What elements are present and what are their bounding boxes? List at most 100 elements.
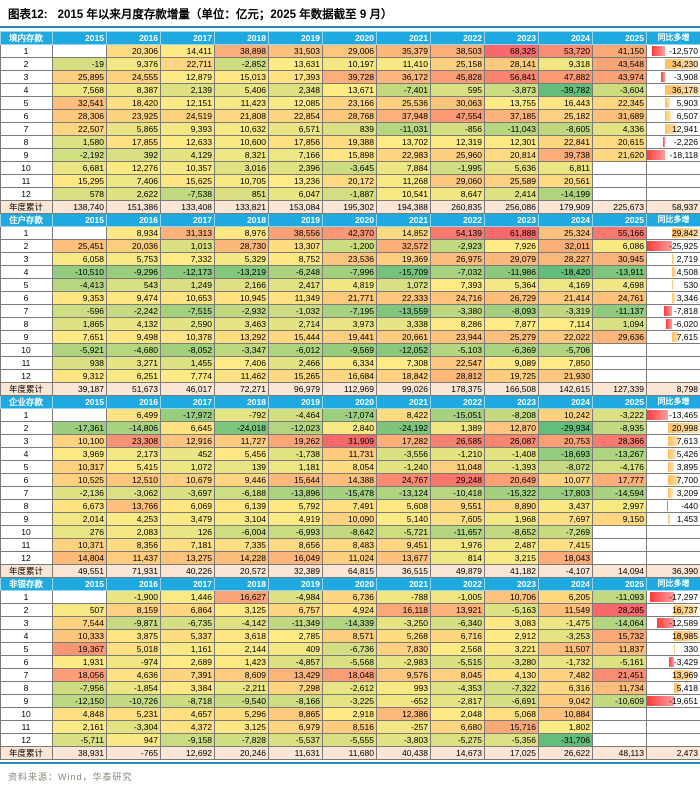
data-cell: -788	[377, 591, 431, 604]
cumulative-cell: -4,107	[539, 565, 593, 578]
yoy-cell	[647, 162, 700, 175]
data-cell: 6,316	[539, 682, 593, 695]
yoy-cell: 16,737	[647, 604, 700, 617]
year-header: 2019	[269, 578, 323, 591]
data-cell: -1,995	[431, 162, 485, 175]
year-header: 2018	[215, 214, 269, 227]
data-cell: 4,336	[593, 123, 647, 136]
month-label: 1	[1, 409, 53, 422]
data-cell: 10,653	[161, 292, 215, 305]
data-cell: 2,166	[215, 279, 269, 292]
data-cell: 7,850	[539, 357, 593, 370]
data-cell: 19,388	[323, 136, 377, 149]
data-cell: -6,340	[431, 617, 485, 630]
data-cell: 3,969	[53, 448, 107, 461]
data-cell	[593, 370, 647, 383]
year-header: 2021	[377, 32, 431, 45]
year-header: 2025	[593, 578, 647, 591]
data-cell: 53,720	[539, 45, 593, 58]
cumulative-cell: -765	[107, 747, 161, 760]
data-cell: 9,042	[539, 695, 593, 708]
data-cell: 8,647	[431, 188, 485, 201]
data-cell: 10,317	[53, 461, 107, 474]
data-cell: 409	[269, 643, 323, 656]
data-cell: 15,898	[323, 149, 377, 162]
cumulative-cell: 11,631	[269, 747, 323, 760]
data-cell: 21,620	[593, 149, 647, 162]
month-label: 4	[1, 630, 53, 643]
yoy-cell	[647, 734, 700, 747]
year-header: 2015	[53, 214, 107, 227]
data-cell: 32,541	[53, 97, 107, 110]
yoy-data-bar	[672, 254, 675, 264]
data-cell: 10,090	[323, 513, 377, 526]
yoy-data-bar	[668, 449, 676, 459]
data-cell: -2,852	[215, 58, 269, 71]
data-cell: 32,011	[539, 240, 593, 253]
month-label: 5	[1, 279, 53, 292]
yoy-value: -18,118	[670, 150, 698, 160]
data-cell: 9,353	[53, 292, 107, 305]
data-cell: 12,633	[161, 136, 215, 149]
data-cell: -4,680	[107, 344, 161, 357]
data-cell: -7,032	[431, 266, 485, 279]
data-cell: 20,306	[107, 45, 161, 58]
data-cell: 13,755	[485, 97, 539, 110]
data-cell: -3,280	[485, 656, 539, 669]
data-cell: 23,925	[107, 110, 161, 123]
data-cell: 3,215	[485, 552, 539, 565]
data-cell: 17,855	[107, 136, 161, 149]
month-label: 6	[1, 110, 53, 123]
month-label: 5	[1, 461, 53, 474]
cumulative-cell: 133,408	[161, 201, 215, 214]
data-cell: 18,420	[107, 97, 161, 110]
month-label: 12	[1, 734, 53, 747]
data-cell: 22,983	[377, 149, 431, 162]
data-cell: 2,348	[269, 84, 323, 97]
month-label: 12	[1, 370, 53, 383]
data-cell: 31,313	[161, 227, 215, 240]
data-cell: -24,018	[215, 422, 269, 435]
data-cell: 25,279	[485, 331, 539, 344]
data-cell: 2,083	[107, 526, 161, 539]
data-cell: 10,100	[53, 435, 107, 448]
data-cell: 3,271	[107, 357, 161, 370]
data-cell: -15,051	[431, 409, 485, 422]
data-cell: 10,945	[215, 292, 269, 305]
yoy-cell: 6,507	[647, 110, 700, 123]
data-cell: 11,423	[215, 97, 269, 110]
data-cell	[593, 734, 647, 747]
data-cell: 8,934	[107, 227, 161, 240]
data-cell: -2,932	[215, 305, 269, 318]
yoy-cell: -3,429	[647, 656, 700, 669]
data-cell: -8,642	[323, 526, 377, 539]
data-cell: 6,334	[323, 357, 377, 370]
data-cell: 20,615	[593, 136, 647, 149]
data-cell: -3,645	[323, 162, 377, 175]
yoy-data-bar	[672, 280, 673, 290]
data-cell: -5,537	[269, 734, 323, 747]
data-cell: 29,248	[431, 474, 485, 487]
data-cell: 2,417	[269, 279, 323, 292]
data-cell: -8,208	[485, 409, 539, 422]
data-cell: 2,714	[269, 318, 323, 331]
yoy-value: 12,941	[672, 124, 698, 134]
month-label: 10	[1, 344, 53, 357]
yoy-value: 5,903	[677, 98, 698, 108]
data-cell: 22,841	[539, 136, 593, 149]
data-cell: 595	[431, 84, 485, 97]
yoy-value: 20,998	[672, 423, 698, 433]
year-header: 2018	[215, 578, 269, 591]
data-cell: -7,269	[539, 526, 593, 539]
data-cell: 18,048	[323, 669, 377, 682]
month-label: 11	[1, 357, 53, 370]
data-cell: 6,047	[269, 188, 323, 201]
yoy-value: 1,453	[677, 514, 698, 524]
data-cell: 6,139	[215, 500, 269, 513]
data-cell: 8,752	[269, 253, 323, 266]
data-cell: -257	[377, 721, 431, 734]
